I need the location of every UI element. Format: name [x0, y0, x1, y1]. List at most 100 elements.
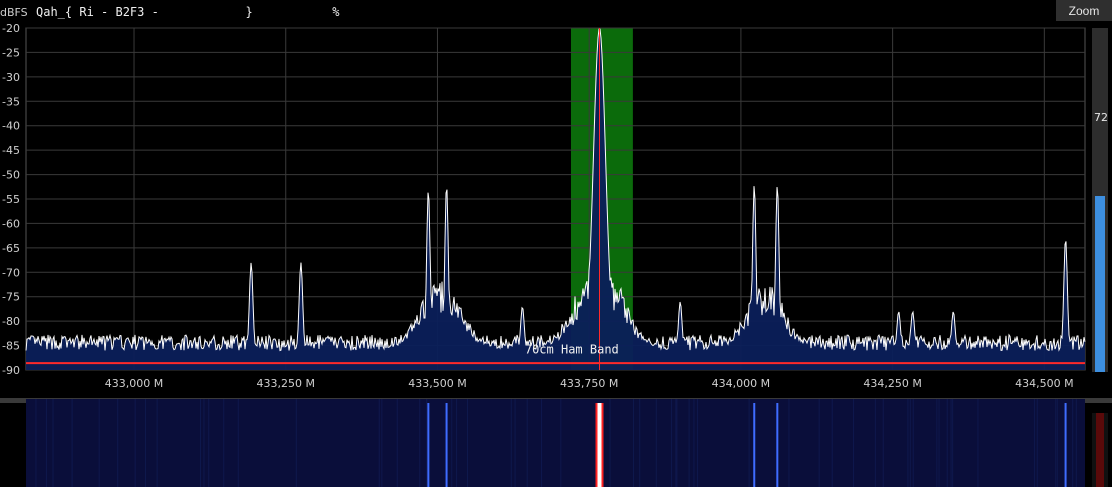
- y-tick-label: -45: [2, 144, 20, 157]
- waterfall-noise-line: [748, 399, 750, 487]
- y-tick-label: -75: [2, 291, 20, 304]
- waterfall-noise-line: [52, 399, 54, 487]
- x-tick-label: 434,250 M: [863, 377, 921, 390]
- waterfall-noise-line: [560, 399, 562, 487]
- waterfall-signal-line: [776, 403, 779, 487]
- waterfall-noise-line: [676, 399, 678, 487]
- waterfall-noise-line: [203, 399, 205, 487]
- waterfall-noise-line: [655, 399, 657, 487]
- waterfall-noise-line: [950, 399, 952, 487]
- unit-label: dBFS: [0, 6, 28, 19]
- x-tick-label: 433,000 M: [105, 377, 163, 390]
- x-tick-label: 434,500 M: [1015, 377, 1073, 390]
- waterfall-noise-line: [134, 399, 136, 487]
- waterfall-noise-line: [295, 399, 297, 487]
- waterfall-noise-line: [671, 399, 673, 487]
- y-tick-label: -80: [2, 315, 20, 328]
- waterfall-noise-line: [1055, 399, 1057, 487]
- waterfall-background: [26, 399, 1085, 487]
- waterfall-noise-line: [199, 399, 201, 487]
- waterfall-noise-line: [907, 399, 909, 487]
- waterfall-noise-line: [697, 399, 699, 487]
- waterfall-noise-line: [451, 399, 453, 487]
- waterfall-noise-line: [419, 399, 421, 487]
- y-tick-label: -35: [2, 95, 20, 108]
- waterfall-noise-line: [35, 399, 37, 487]
- waterfall-noise-line: [456, 399, 458, 487]
- waterfall-noise-line: [818, 399, 820, 487]
- waterfall-noise-line: [946, 399, 948, 487]
- waterfall-noise-line: [145, 399, 147, 487]
- waterfall-noise-line: [510, 399, 512, 487]
- gain-slider[interactable]: [1092, 28, 1108, 372]
- waterfall-noise-line: [223, 399, 225, 487]
- waterfall-noise-line: [977, 399, 979, 487]
- y-tick-label: -30: [2, 71, 20, 84]
- waterfall-noise-line: [1056, 399, 1058, 487]
- waterfall-noise-line: [426, 399, 428, 487]
- waterfall-noise-line: [853, 399, 855, 487]
- waterfall-noise-line: [788, 399, 790, 487]
- spectrum-trace: [25, 28, 1086, 352]
- y-tick-label: -25: [2, 46, 20, 59]
- waterfall-display[interactable]: [0, 399, 1090, 487]
- y-tick-label: -70: [2, 266, 20, 279]
- waterfall-signal-line: [1064, 403, 1067, 487]
- waterfall-noise-line: [1072, 399, 1074, 487]
- y-tick-label: -60: [2, 217, 20, 230]
- waterfall-signal-line: [427, 403, 430, 487]
- gain-slider-fill: [1095, 196, 1105, 372]
- frequency-readout: Qah_{ Ri - B2F3 - } %: [36, 5, 340, 19]
- waterfall-noise-line: [675, 399, 677, 487]
- gain-slider-value: 72: [1094, 111, 1108, 124]
- y-tick-label: -20: [2, 22, 20, 35]
- waterfall-noise-line: [1033, 399, 1035, 487]
- y-tick-label: -90: [2, 364, 20, 377]
- band-label: 70cm Ham Band: [525, 342, 619, 356]
- waterfall-noise-line: [1075, 399, 1077, 487]
- y-tick-label: -65: [2, 242, 20, 255]
- waterfall-noise-line: [45, 399, 47, 487]
- waterfall-noise-line: [466, 399, 468, 487]
- waterfall-noise-line: [71, 399, 73, 487]
- waterfall-noise-line: [936, 399, 938, 487]
- waterfall-noise-line: [609, 399, 611, 487]
- waterfall-noise-line: [1036, 399, 1038, 487]
- waterfall-noise-line: [156, 399, 158, 487]
- y-tick-label: -85: [2, 340, 20, 353]
- top-bar: dBFS Qah_{ Ri - B2F3 - } % Zoom: [0, 0, 1112, 26]
- waterfall-noise-line: [882, 399, 884, 487]
- y-tick-label: -55: [2, 193, 20, 206]
- waterfall-noise-line: [237, 399, 239, 487]
- waterfall-noise-line: [952, 399, 954, 487]
- waterfall-signal-line: [753, 403, 756, 487]
- waterfall-noise-line: [831, 399, 833, 487]
- waterfall-noise-line: [912, 399, 914, 487]
- waterfall-noise-line: [208, 399, 210, 487]
- zoom-button[interactable]: Zoom: [1056, 0, 1112, 21]
- waterfall-noise-line: [688, 399, 690, 487]
- waterfall-noise-line: [396, 399, 398, 487]
- y-tick-label: -50: [2, 169, 20, 182]
- x-tick-label: 433,500 M: [408, 377, 466, 390]
- waterfall-noise-line: [526, 399, 528, 487]
- x-tick-label: 433,250 M: [257, 377, 315, 390]
- x-tick-label: 433,750 M: [560, 377, 618, 390]
- waterfall-noise-line: [632, 399, 634, 487]
- waterfall-noise-line: [938, 399, 940, 487]
- waterfall-noise-line: [541, 399, 543, 487]
- waterfall-level-strip: [1092, 413, 1108, 487]
- y-tick-label: -40: [2, 120, 20, 133]
- waterfall-noise-line: [378, 399, 380, 487]
- waterfall-center-line: [597, 403, 602, 487]
- waterfall-noise-line: [514, 399, 516, 487]
- waterfall-noise-line: [909, 399, 911, 487]
- waterfall-noise-line: [381, 399, 383, 487]
- waterfall-noise-line: [639, 399, 641, 487]
- waterfall-noise-line: [874, 399, 876, 487]
- waterfall-noise-line: [117, 399, 119, 487]
- waterfall-noise-line: [98, 399, 100, 487]
- waterfall-noise-line: [693, 399, 695, 487]
- x-tick-label: 434,000 M: [712, 377, 770, 390]
- spectrum-plot[interactable]: -20 -25 -30 -35 -40 -45 -50 -55 -60 -65 -70 -75 -80 -…: [0, 22, 1090, 398]
